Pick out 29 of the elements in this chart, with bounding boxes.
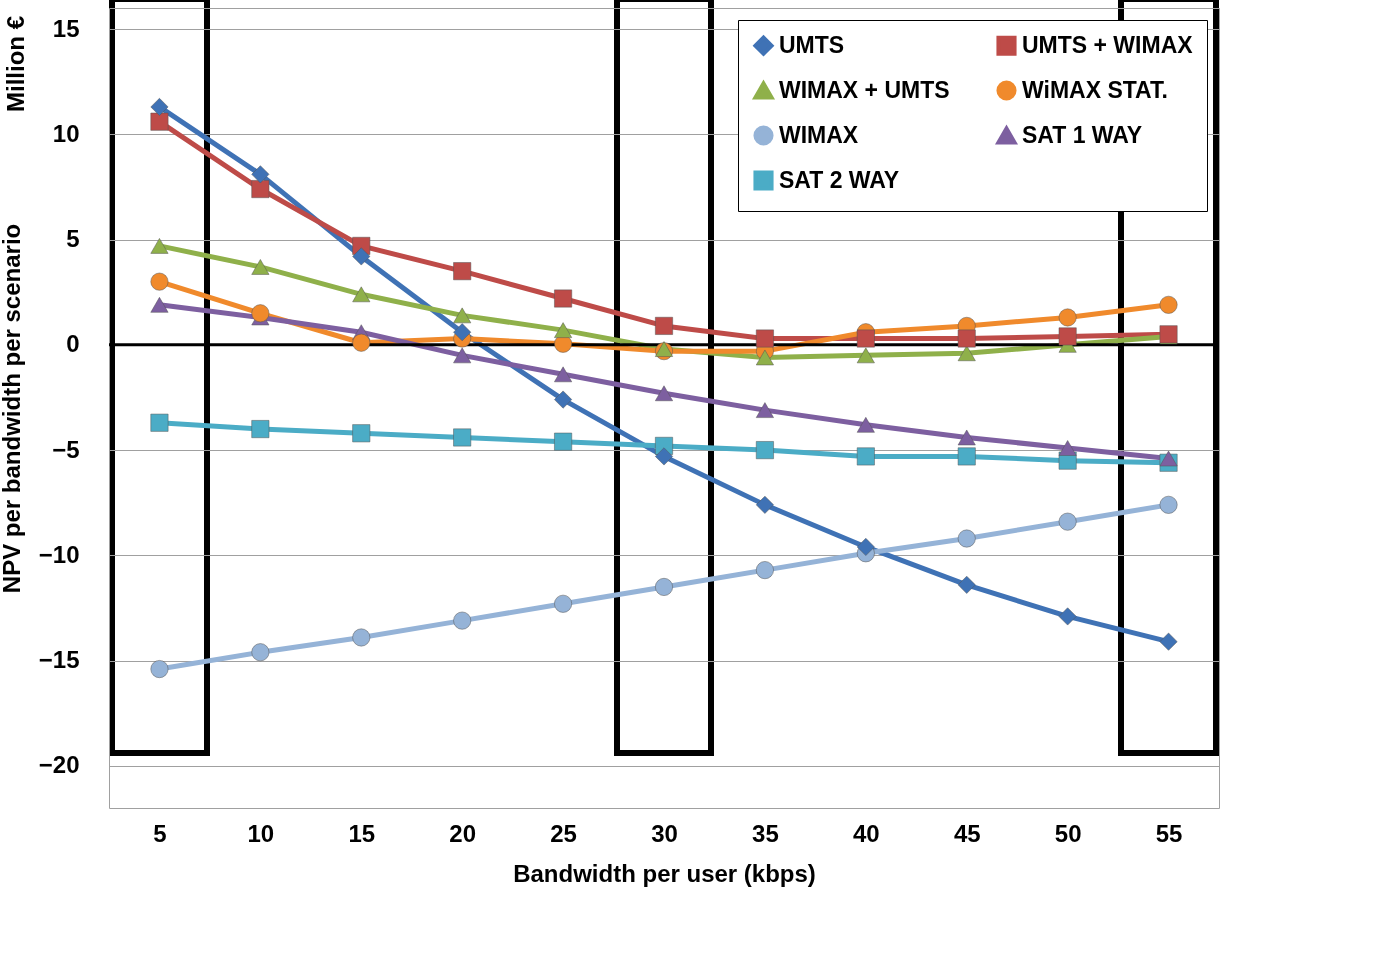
legend-label: WiMAX STAT. — [1022, 76, 1168, 103]
text: Million € — [2, 16, 29, 112]
y-tick-label: −10 — [38, 540, 80, 568]
y-tick-label: 10 — [52, 119, 80, 147]
legend-label: WIMAX — [779, 121, 859, 148]
y-axis-title: NPV per bandwidth per scenario — [0, 223, 25, 594]
x-tick-label: 50 — [1054, 819, 1082, 847]
legend-label: SAT 1 WAY — [1022, 121, 1143, 148]
legend-label: WIMAX + UMTS — [779, 76, 950, 103]
y-tick-label: 0 — [66, 330, 80, 358]
x-tick-label: 30 — [651, 819, 678, 847]
x-tick-label: 55 — [1155, 819, 1183, 847]
y-tick-label: 5 — [66, 225, 80, 253]
x-tick-label: 45 — [953, 819, 981, 847]
x-tick-label: 40 — [852, 819, 880, 847]
x-tick-label: 15 — [348, 819, 376, 847]
y-tick-label: 15 — [52, 14, 80, 42]
y-tick-label: −15 — [38, 646, 80, 674]
x-tick-label: 5 — [153, 819, 167, 847]
x-axis-title: Bandwidth per user (kbps) — [513, 859, 816, 887]
x-tick-label: 10 — [247, 819, 275, 847]
y-tick-label: −5 — [52, 435, 80, 463]
x-tick-label: 20 — [449, 819, 477, 847]
legend-label: UMTS + WIMAX — [1022, 31, 1194, 58]
x-tick-label: 35 — [752, 819, 779, 847]
x-tick-label: 25 — [550, 819, 577, 847]
legend-label: SAT 2 WAY — [779, 166, 900, 193]
legend-label: UMTS — [779, 31, 845, 58]
y-tick-label: −20 — [38, 751, 80, 779]
